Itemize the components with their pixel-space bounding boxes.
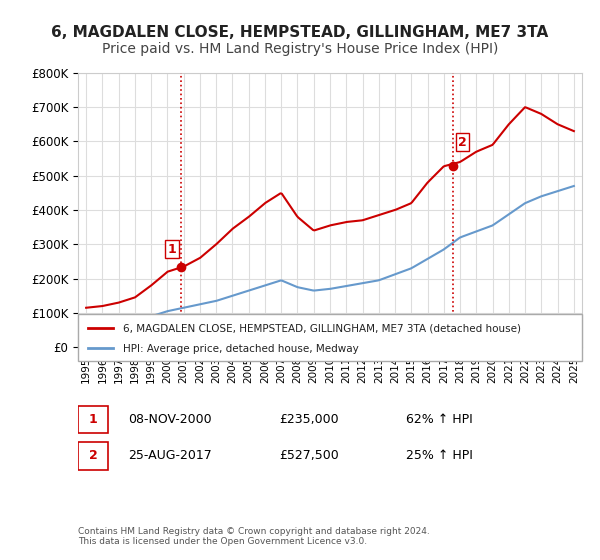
Text: 25% ↑ HPI: 25% ↑ HPI — [406, 450, 472, 463]
Text: 25-AUG-2017: 25-AUG-2017 — [128, 450, 212, 463]
Text: Contains HM Land Registry data © Crown copyright and database right 2024.
This d: Contains HM Land Registry data © Crown c… — [78, 526, 430, 546]
Text: 2: 2 — [458, 136, 467, 149]
Text: 62% ↑ HPI: 62% ↑ HPI — [406, 413, 472, 426]
FancyBboxPatch shape — [78, 314, 582, 361]
FancyBboxPatch shape — [78, 442, 108, 470]
Text: HPI: Average price, detached house, Medway: HPI: Average price, detached house, Medw… — [124, 344, 359, 354]
Text: £235,000: £235,000 — [280, 413, 339, 426]
FancyBboxPatch shape — [78, 405, 108, 433]
Text: 08-NOV-2000: 08-NOV-2000 — [128, 413, 212, 426]
Text: Price paid vs. HM Land Registry's House Price Index (HPI): Price paid vs. HM Land Registry's House … — [102, 42, 498, 56]
Text: 1: 1 — [168, 243, 177, 256]
Text: 2: 2 — [89, 450, 97, 463]
Text: £527,500: £527,500 — [280, 450, 340, 463]
Text: 6, MAGDALEN CLOSE, HEMPSTEAD, GILLINGHAM, ME7 3TA: 6, MAGDALEN CLOSE, HEMPSTEAD, GILLINGHAM… — [52, 25, 548, 40]
Text: 1: 1 — [89, 413, 97, 426]
Text: 6, MAGDALEN CLOSE, HEMPSTEAD, GILLINGHAM, ME7 3TA (detached house): 6, MAGDALEN CLOSE, HEMPSTEAD, GILLINGHAM… — [124, 324, 521, 334]
